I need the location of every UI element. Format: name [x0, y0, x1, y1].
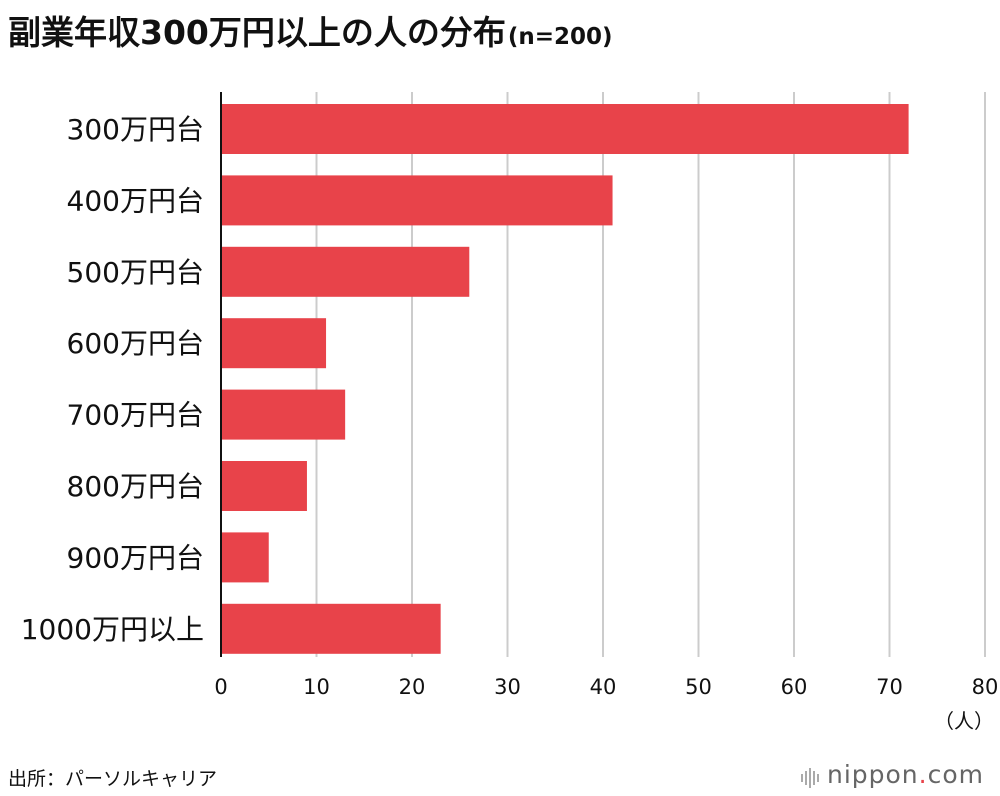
x-tick-label: 10: [303, 675, 330, 699]
category-label: 500万円台: [67, 256, 204, 289]
x-tick-label: 60: [781, 675, 808, 699]
x-tick-label: 70: [876, 675, 903, 699]
category-label: 600万円台: [67, 327, 204, 360]
bar: [221, 318, 327, 369]
brand-dot: .: [918, 760, 928, 789]
brand-name: nippon: [826, 760, 919, 789]
x-tick-label: 0: [214, 675, 227, 699]
x-tick-label: 80: [972, 675, 999, 699]
category-label: 900万円台: [67, 541, 204, 574]
x-tick-label: 30: [494, 675, 521, 699]
brand-tld: com: [927, 760, 984, 789]
bar: [221, 532, 269, 583]
category-label: 800万円台: [67, 470, 204, 503]
brand-logo: nippon.com: [800, 760, 984, 791]
x-tick-label: 20: [399, 675, 426, 699]
bar: [221, 461, 307, 511]
x-tick-label: 40: [590, 675, 617, 699]
x-unit-label: （人）: [934, 709, 994, 733]
bar: [221, 175, 613, 226]
bar: [221, 246, 470, 297]
category-label: 1000万円以上: [21, 613, 204, 646]
chart-title-block: 副業年収300万円以上の人の分布(n=200): [8, 6, 613, 54]
x-tick-label: 50: [685, 675, 712, 699]
category-label: 400万円台: [67, 184, 204, 217]
bar: [221, 104, 909, 154]
category-label: 300万円台: [67, 113, 204, 146]
sound-bars-icon: [800, 762, 821, 791]
chart-title: 副業年収300万円以上の人の分布: [8, 13, 506, 52]
bar: [221, 603, 441, 654]
source-note: 出所：パーソルキャリア: [8, 768, 218, 790]
category-label: 700万円台: [67, 399, 204, 432]
bar: [221, 389, 346, 440]
chart-subtitle: (n=200): [507, 24, 613, 50]
